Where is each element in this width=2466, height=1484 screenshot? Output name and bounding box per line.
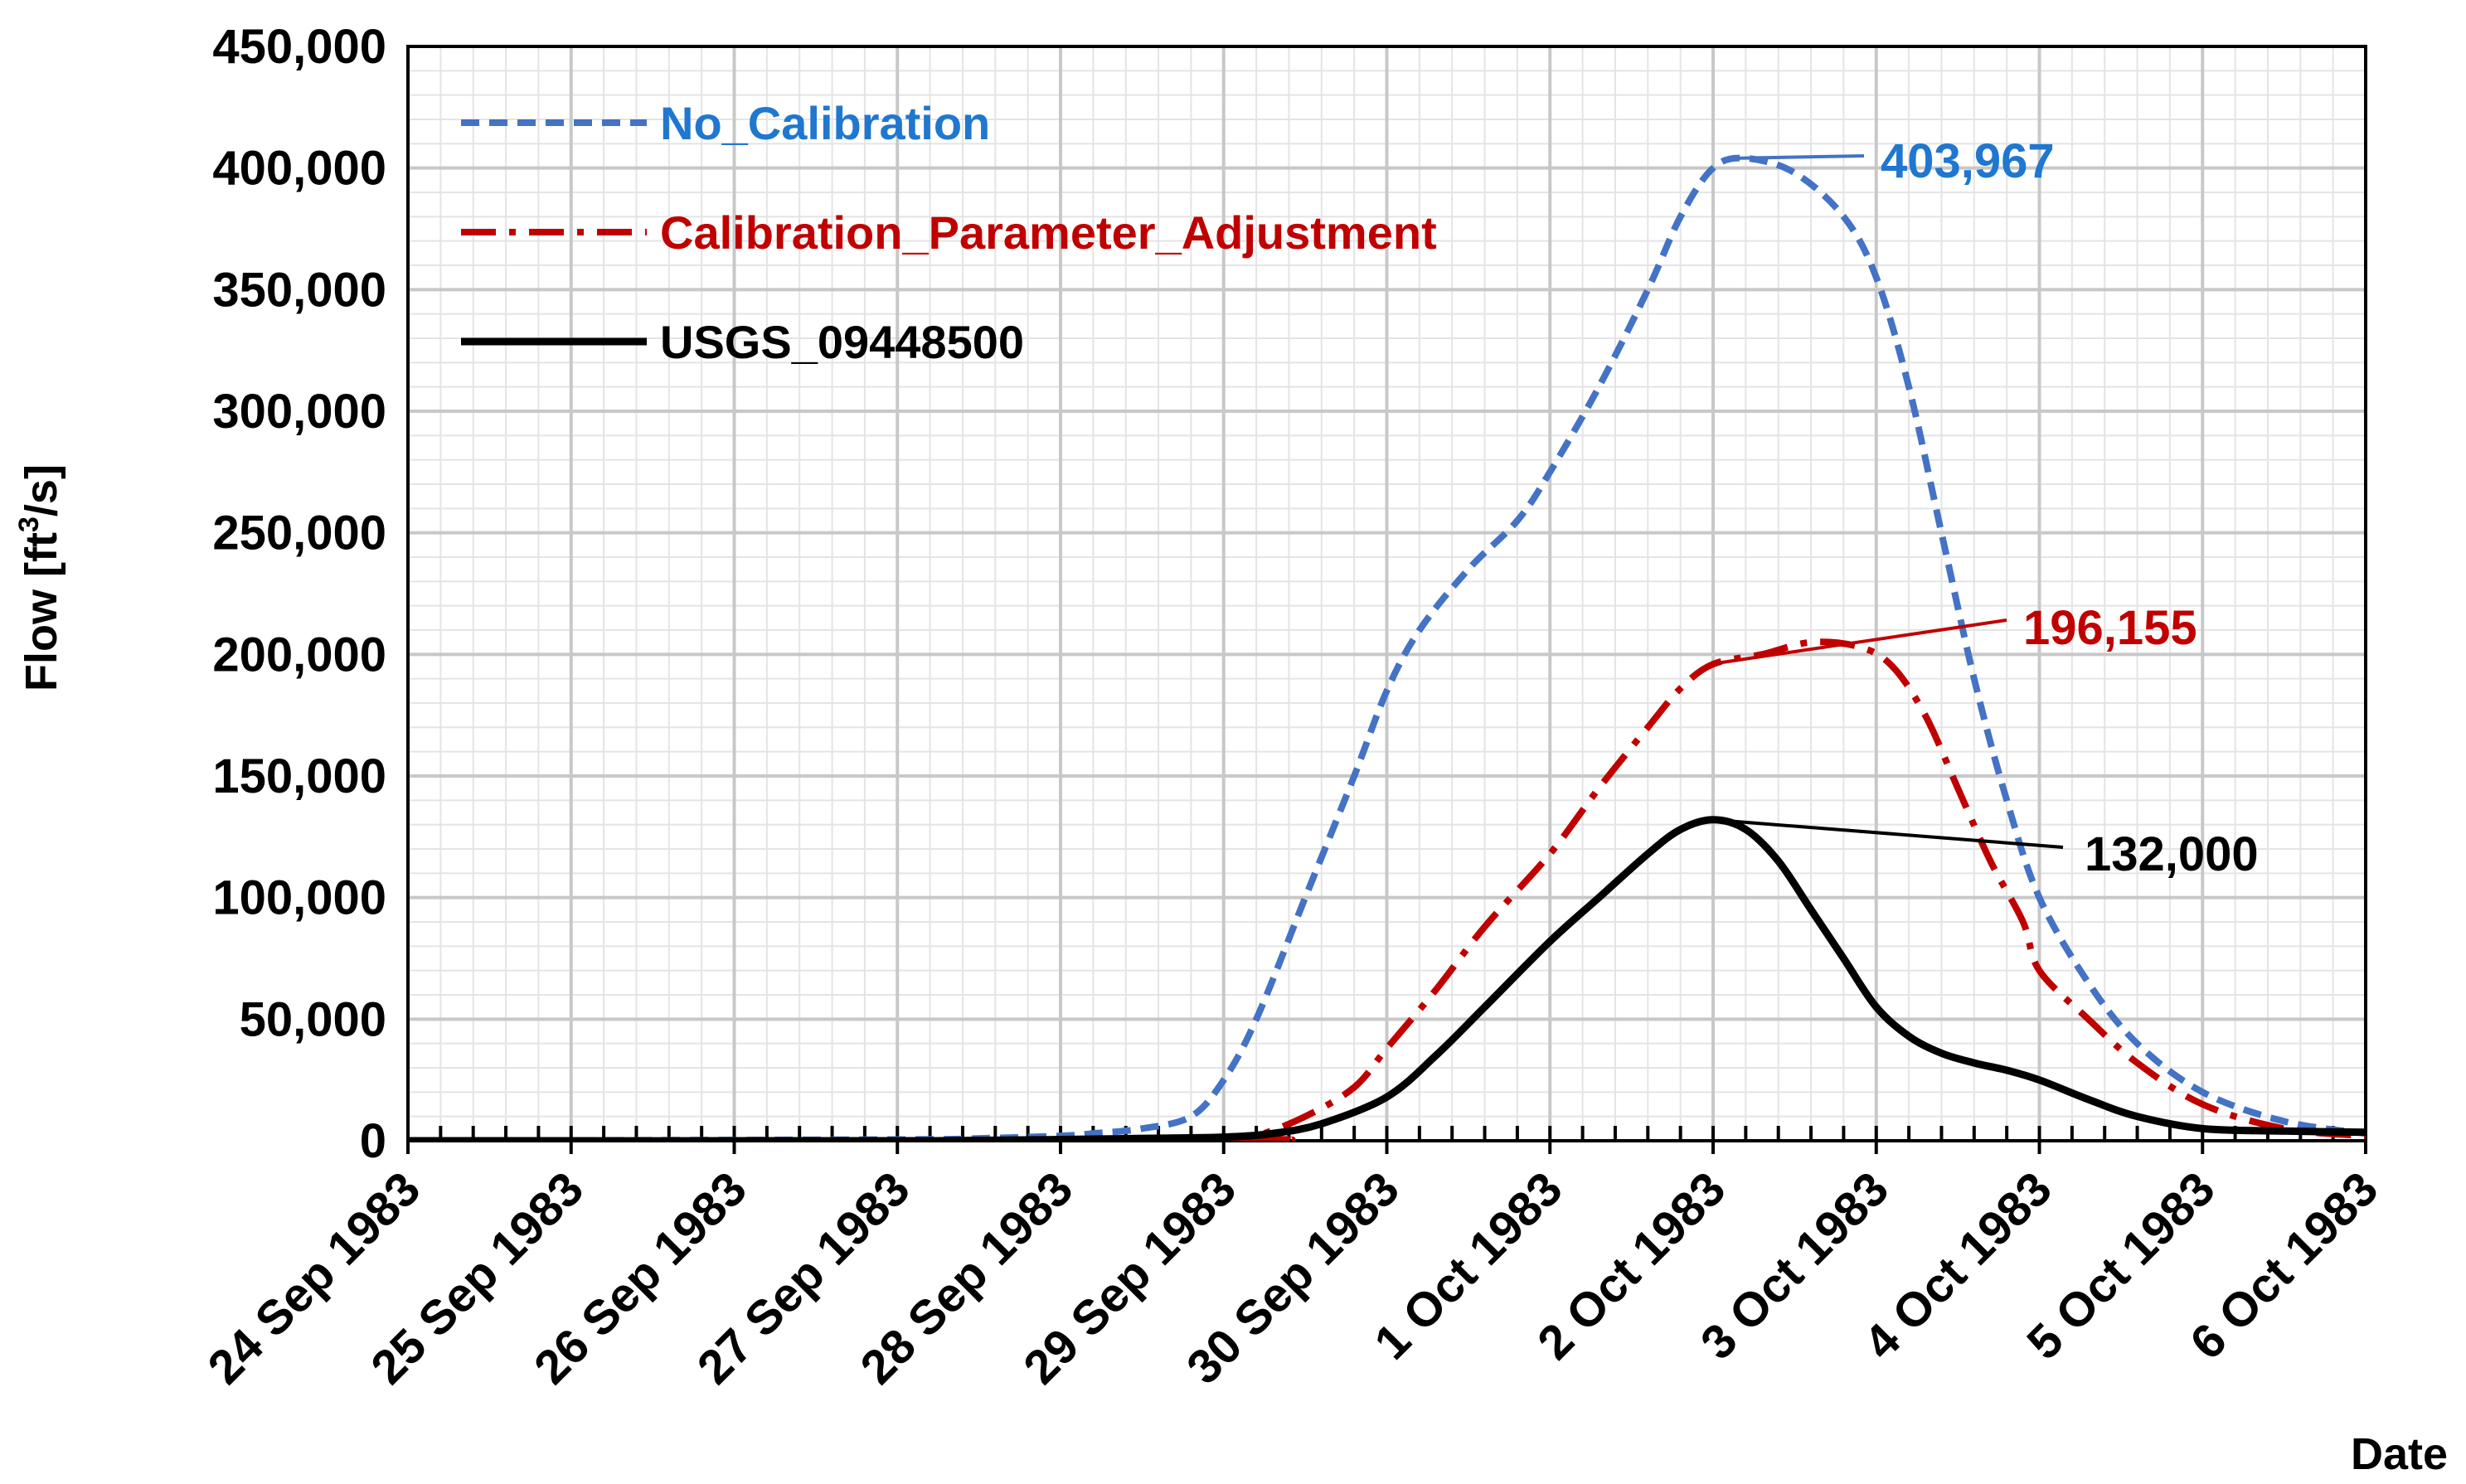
y-tick-label: 450,000 xyxy=(212,20,386,74)
y-tick-label: 400,000 xyxy=(212,142,386,196)
y-tick-label: 250,000 xyxy=(212,507,386,560)
y-tick-label: 0 xyxy=(360,1114,386,1168)
legend-label: Calibration_Parameter_Adjustment xyxy=(660,206,1437,259)
callout-label: 403,967 xyxy=(1881,134,2055,188)
series-layer xyxy=(408,154,2366,1141)
y-tick-label: 50,000 xyxy=(240,992,386,1046)
y-tick-label: 150,000 xyxy=(212,749,386,803)
y-axis-title-sup: 3 xyxy=(13,516,45,532)
y-axis-title-end: /s] xyxy=(17,464,66,516)
callout-leader xyxy=(1712,618,2007,666)
y-tick-label: 300,000 xyxy=(212,385,386,439)
y-tick-label: 350,000 xyxy=(212,263,386,317)
x-axis-title: Date xyxy=(2351,1429,2448,1479)
y-axis: 0 50,000 100,000 150,000 200,000 250,000 300,0… xyxy=(212,20,386,1168)
y-axis-title: Flow [ft3/s] xyxy=(13,464,66,691)
y-tick-label: 100,000 xyxy=(212,871,386,925)
legend-label: USGS_09448500 xyxy=(660,316,1024,368)
series-line-calibration-parameter-adjustment xyxy=(408,638,2366,1141)
callout-label: 132,000 xyxy=(2085,827,2259,881)
y-axis-title-main: Flow [ft xyxy=(17,532,66,691)
series-line-no-calibration xyxy=(408,154,2366,1141)
callouts: 403,967 196,155 132,000 xyxy=(1712,134,2259,881)
legend-label: No_Calibration xyxy=(660,97,990,149)
series-line-usgs-09448500 xyxy=(408,816,2366,1141)
legend: No_Calibration Calibration_Parameter_Adju… xyxy=(461,97,1437,368)
callout-leader xyxy=(1712,817,2064,849)
y-tick-label: 200,000 xyxy=(212,628,386,681)
callout-label: 196,155 xyxy=(2023,601,2197,655)
callout-leader xyxy=(1729,154,1865,161)
